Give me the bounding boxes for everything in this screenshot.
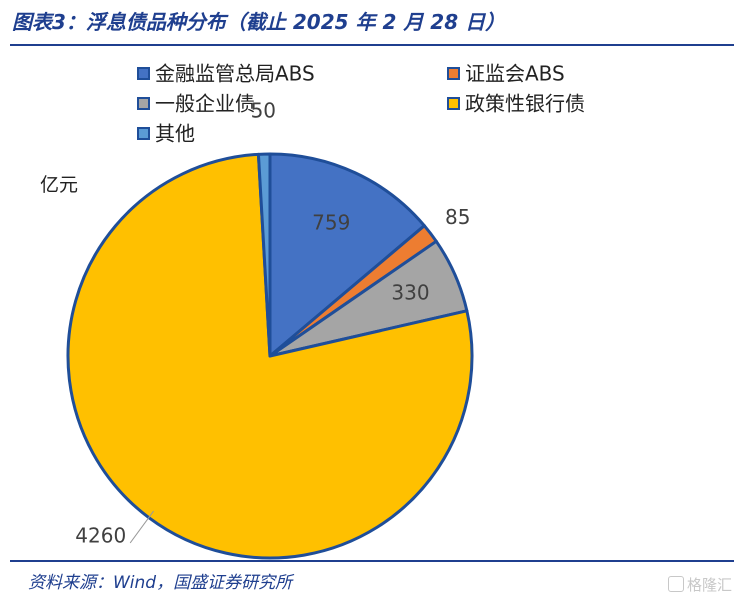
legend-label-5: 其他 xyxy=(155,122,195,146)
data-label-3: 330 xyxy=(391,281,429,305)
legend-label-3: 一般企业债 xyxy=(155,92,255,116)
data-label-4: 4260 xyxy=(75,523,126,547)
legend-swatch-2 xyxy=(447,67,460,80)
footer-divider xyxy=(10,560,734,562)
leader-line xyxy=(129,510,154,544)
watermark-text: 格隆汇 xyxy=(686,576,732,594)
source-note: 资料来源：Wind，国盛证券研究所 xyxy=(28,573,293,593)
legend-label-4: 政策性银行债 xyxy=(465,92,585,116)
legend-swatch-3 xyxy=(137,97,150,110)
title-divider xyxy=(10,44,734,46)
data-labels: 759 85 330 4260 50 xyxy=(75,98,470,547)
legend-label-2: 证监会ABS xyxy=(465,62,565,86)
watermark-logo-icon xyxy=(667,576,684,592)
pie-slices xyxy=(66,152,474,560)
chart-title: 图表3：浮息债品种分布（截止 2025 年 2 月 28 日） xyxy=(12,10,506,34)
unit-label: 亿元 xyxy=(40,174,79,196)
pie-slice-5 xyxy=(256,152,272,358)
legend-swatch-1 xyxy=(137,67,150,80)
legend-swatch-5 xyxy=(137,127,150,140)
leader-lines xyxy=(129,510,154,544)
legend-label-1: 金融监管总局ABS xyxy=(155,62,315,86)
data-label-5: 50 xyxy=(251,98,276,122)
legend-swatch-4 xyxy=(447,97,460,110)
watermark: 格隆汇 xyxy=(667,574,732,595)
data-label-1: 759 xyxy=(312,211,350,235)
pie-slice-1 xyxy=(268,152,426,358)
data-label-2: 85 xyxy=(445,205,470,229)
